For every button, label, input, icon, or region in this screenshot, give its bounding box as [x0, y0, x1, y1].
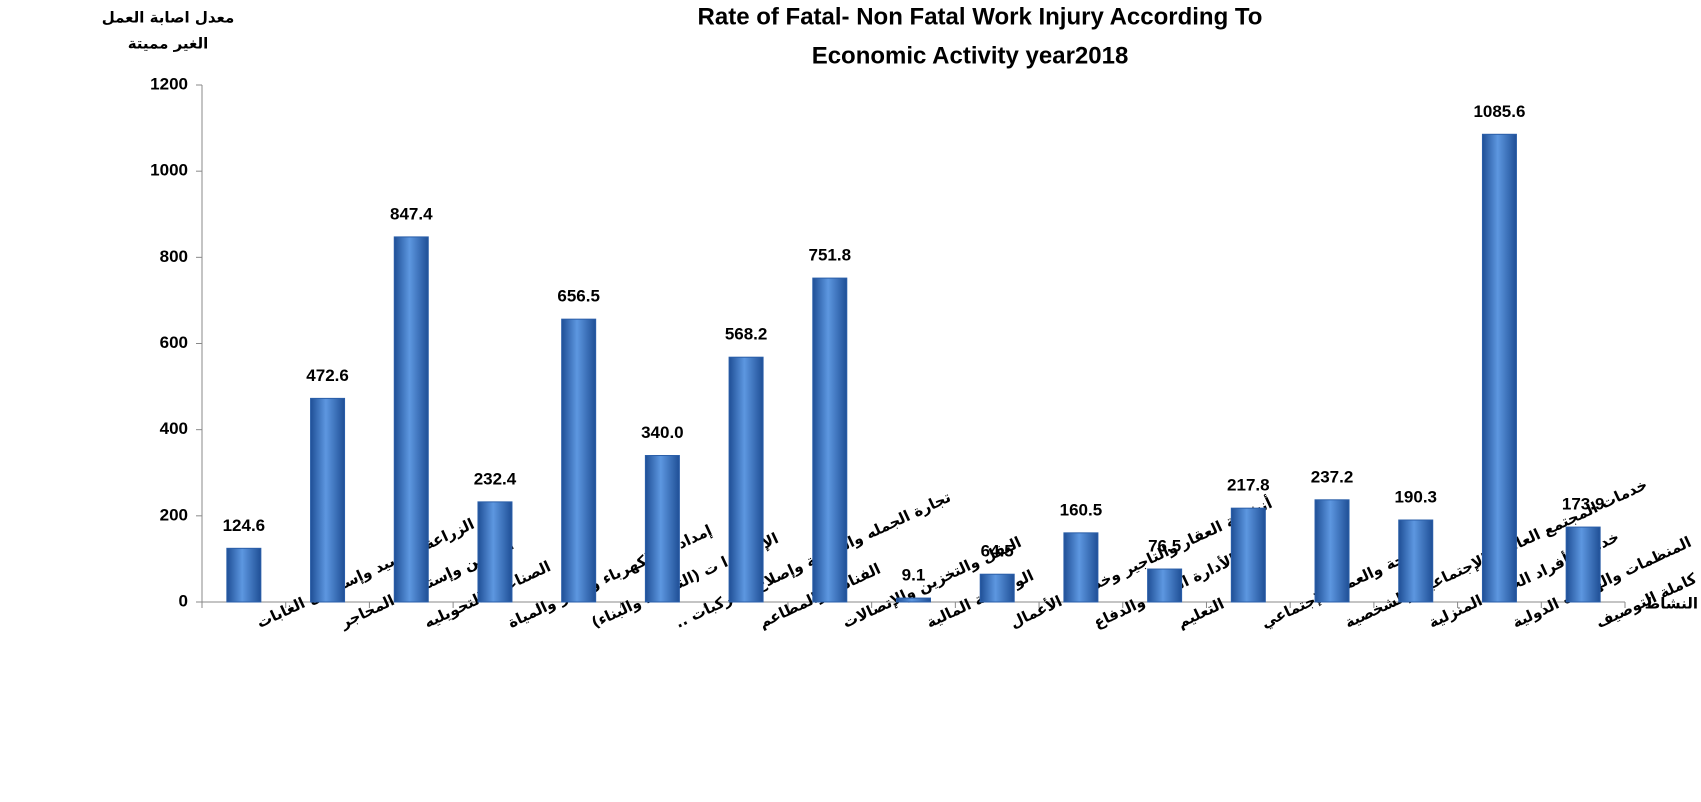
data-label: 190.3: [1394, 487, 1437, 506]
bar: [979, 573, 1015, 603]
chart-title: Rate of Fatal- Non Fatal Work Injury Acc…: [698, 3, 1263, 30]
bar: [226, 547, 262, 603]
y-axis-label: الغير مميتة: [128, 35, 209, 53]
bar: [393, 236, 429, 603]
data-label: 76.5: [1148, 537, 1181, 556]
y-tick-label: 400: [160, 419, 188, 438]
y-tick-label: 200: [160, 505, 188, 524]
bar: [1147, 568, 1183, 603]
bar: [1565, 526, 1601, 603]
bar: [812, 277, 848, 603]
data-label: 847.4: [390, 204, 433, 223]
data-label: 232.4: [474, 469, 517, 488]
bar: [896, 597, 931, 603]
y-tick-label: 1000: [150, 161, 188, 180]
bar: [1063, 532, 1099, 603]
data-label: 124.6: [223, 516, 266, 535]
y-tick-label: 0: [179, 591, 188, 610]
data-label: 64.5: [981, 542, 1014, 561]
data-label: 751.8: [809, 246, 852, 265]
data-label: 160.5: [1060, 500, 1103, 519]
data-label: 568.2: [725, 325, 768, 344]
bar: [1230, 507, 1266, 603]
x-axis-label: النشاط: [1645, 595, 1698, 613]
data-label: 217.8: [1227, 476, 1270, 495]
y-tick-label: 1200: [150, 74, 188, 93]
bar: [561, 318, 597, 603]
chart-title: Economic Activity year2018: [812, 42, 1129, 69]
y-tick-label: 600: [160, 333, 188, 352]
bar: [1314, 499, 1350, 603]
bar: [1481, 133, 1517, 603]
data-label: 237.2: [1311, 467, 1354, 486]
data-label: 173.9: [1562, 495, 1605, 514]
bar: [310, 397, 346, 603]
bar: [728, 356, 764, 603]
data-label: 472.6: [306, 366, 349, 385]
bar: [1398, 519, 1434, 603]
bar: [644, 455, 680, 603]
data-label: 1085.6: [1473, 102, 1525, 121]
data-label: 656.5: [557, 287, 600, 306]
data-label: 340.0: [641, 423, 684, 442]
bar: [477, 501, 513, 603]
y-axis-label: معدل اصابة العمل: [102, 9, 235, 27]
y-tick-label: 800: [160, 247, 188, 266]
x-tick-label: التعليم: [1175, 595, 1227, 632]
data-label: 9.1: [902, 566, 926, 585]
